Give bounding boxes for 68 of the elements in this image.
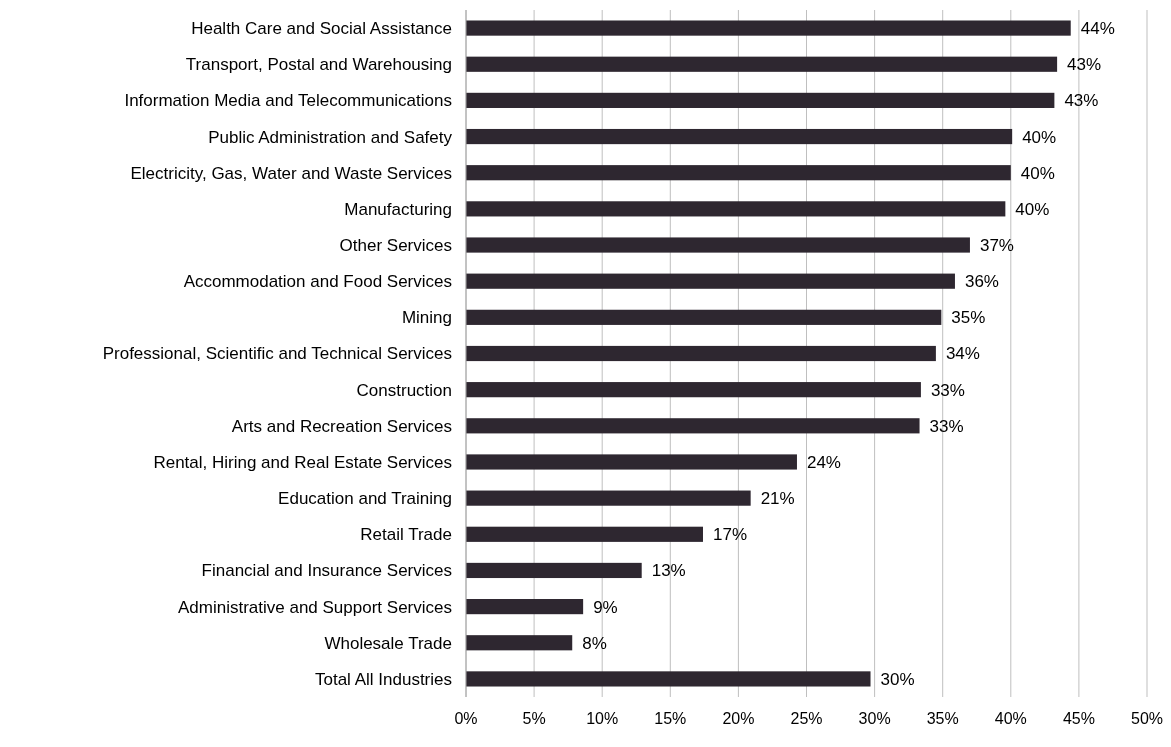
bar [466, 345, 936, 362]
bar [466, 562, 642, 579]
x-tick-label: 20% [722, 710, 755, 727]
y-tick-label: Professional, Scientific and Technical Services [102, 344, 452, 364]
bar [466, 454, 797, 470]
y-tick-label: Electricity, Gas, Water and Waste Services [130, 163, 452, 183]
data-label: 40% [1022, 127, 1057, 147]
bar [466, 92, 1055, 108]
data-label: 35% [951, 308, 986, 328]
data-label: 24% [806, 452, 841, 472]
data-label: 13% [651, 561, 686, 581]
x-tick-label: 30% [858, 710, 891, 727]
y-tick-label: Total All Industries [314, 669, 452, 689]
x-tick-label: 25% [790, 710, 823, 727]
data-label: 17% [712, 525, 748, 545]
y-tick-label: Wholesale Trade [324, 633, 452, 653]
bar [466, 128, 1013, 145]
bar [466, 237, 970, 253]
data-label: 34% [945, 344, 980, 364]
x-tick-label: 45% [1062, 710, 1095, 727]
y-tick-label: Retail Trade [360, 525, 452, 545]
bar [466, 599, 584, 615]
data-label: 8% [582, 633, 607, 653]
y-tick-label: Mining [401, 308, 452, 328]
bar [466, 273, 955, 289]
data-label: 40% [1015, 199, 1050, 219]
y-tick-label: Administrative and Support Services [177, 597, 452, 617]
y-tick-label: Health Care and Social Assistance [191, 19, 452, 39]
y-tick-label: Accommodation and Food Services [183, 272, 452, 292]
bar [466, 671, 871, 687]
y-tick-label: Education and Training [278, 489, 452, 509]
y-tick-label: Public Administration and Safety [208, 127, 453, 147]
data-label: 40% [1020, 163, 1055, 183]
data-label: 44% [1080, 19, 1115, 39]
bar [466, 490, 751, 506]
y-tick-label: Financial and Insurance Services [201, 561, 452, 581]
data-label: 36% [964, 272, 999, 292]
x-tick-label: 0% [454, 710, 478, 727]
x-tick-label: 40% [994, 710, 1027, 727]
x-tick-label: 50% [1130, 710, 1164, 727]
bar [466, 165, 1011, 181]
y-tick-label: Rental, Hiring and Real Estate Services [153, 452, 452, 472]
data-label: 30% [880, 669, 915, 689]
data-label: 33% [930, 380, 965, 400]
x-tick-label: 35% [926, 710, 959, 727]
data-label: 43% [1067, 55, 1102, 75]
data-label: 37% [979, 235, 1014, 255]
x-tick-label: 5% [522, 710, 546, 727]
y-tick-label: Manufacturing [344, 199, 452, 219]
data-label: 33% [929, 416, 964, 436]
bar [466, 526, 703, 542]
x-tick-label: 10% [586, 710, 619, 727]
x-tick-label: 15% [654, 710, 687, 727]
bar [466, 20, 1071, 36]
data-label: 21% [760, 489, 795, 509]
y-tick-label: Other Services [339, 235, 452, 255]
bar [466, 418, 920, 434]
bar [466, 382, 921, 398]
bar [466, 309, 942, 325]
data-label: 9% [593, 597, 618, 617]
bar [466, 635, 573, 651]
data-label: 43% [1064, 91, 1099, 111]
bar [466, 201, 1006, 217]
y-tick-label: Information Media and Telecommunications [124, 91, 452, 111]
bar [466, 56, 1058, 72]
y-tick-label: Arts and Recreation Services [231, 416, 452, 436]
y-tick-label: Transport, Postal and Warehousing [185, 55, 452, 75]
y-tick-label: Construction [356, 380, 452, 400]
